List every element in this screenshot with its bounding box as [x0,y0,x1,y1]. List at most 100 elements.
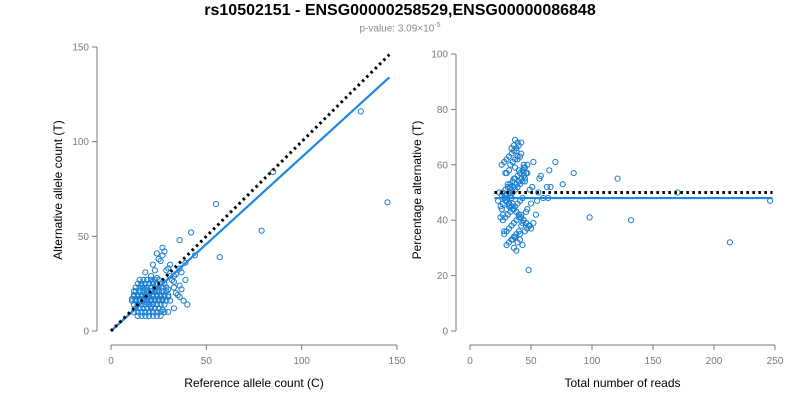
data-point [547,183,554,191]
data-point [546,167,553,174]
data-point [161,309,168,316]
data-point [527,200,535,207]
data-point [357,108,364,115]
data-point [165,291,172,299]
p-value-text: p-value: 3.09×10 [359,23,435,35]
y-tick-label: 100 [431,50,448,61]
data-point [142,312,149,319]
x-tick-label: 100 [293,356,310,367]
data-point [147,303,155,310]
data-point [153,250,160,257]
data-point [523,219,530,227]
data-point [530,219,537,227]
data-point [157,309,164,316]
data-point [153,291,160,299]
data-point [258,227,265,234]
data-point [532,211,540,218]
data-point [149,312,156,319]
data-point [513,247,520,254]
x-tick-label: 200 [706,356,723,367]
data-point [570,170,577,177]
data-point [134,309,141,316]
x-tick-label: 250 [767,356,784,367]
data-point [170,305,177,312]
data-point [552,158,559,166]
data-point [165,309,172,316]
data-point [180,297,187,304]
data-point [182,259,189,266]
data-point [161,248,168,255]
data-point [184,301,191,308]
data-point [502,170,509,177]
data-point [501,228,508,235]
data-point [527,225,535,232]
y-tick-label: 40 [437,216,449,227]
y-tick-label: 100 [72,137,89,148]
plot-panel-2: 0 50 100 150 200 250 0 20 40 60 80 100 Total number … [410,50,784,391]
data-point [151,276,158,283]
data-point [536,175,543,182]
data-point [161,301,168,308]
x-tick-label: 50 [201,356,213,367]
data-point [161,291,168,299]
data-point [144,276,151,283]
fit-line [110,76,391,332]
data-point [170,284,177,291]
data-point [514,139,521,146]
data-point [149,261,156,268]
data-point [516,236,524,243]
data-point [627,217,635,224]
plot-panel-1: 0 50 100 150 0 50 100 150 Reference allele count… [51,43,406,391]
data-point [518,222,525,229]
data-point [165,286,172,293]
data-point [167,297,174,304]
y-tick-label: 0 [83,327,89,338]
data-point [586,214,593,221]
y-tick-label: 20 [437,271,449,282]
x-axis-title: Total number of reads [564,376,680,390]
y-axis-title: Alternative allele count (T) [51,120,65,259]
data-point [138,312,145,319]
data-point [134,291,141,299]
data-point [147,273,155,280]
data-point [134,312,141,319]
data-point [524,170,531,177]
data-point [521,175,529,182]
data-point [518,150,525,157]
data-point [155,256,162,263]
data-point [163,267,170,274]
data-point [523,208,530,215]
data-point [165,265,172,272]
chart-title: rs10502151 - ENSG00000258529,ENSG0000008… [204,2,596,19]
data-point [176,293,183,300]
data-point [136,276,143,283]
data-point [153,312,160,319]
data-point [130,291,137,299]
data-point [159,307,166,314]
data-point [614,175,621,182]
data-point [142,291,149,299]
data-point [512,164,519,171]
data-point [524,206,531,213]
p-value-exponent: -5 [434,22,441,29]
data-point [520,161,527,168]
data-point [182,276,189,283]
data-point [176,265,183,272]
data-point [216,254,223,261]
data-point [530,158,537,166]
data-point [142,286,149,293]
data-point [138,282,145,289]
chart-subtitle: p-value: 3.09×10-5 [0,22,800,34]
data-point [178,286,185,293]
data-point [157,257,164,264]
data-point [147,276,155,283]
y-tick-label: 60 [437,160,449,171]
data-point [514,156,521,163]
data-point [140,276,147,283]
data-point [174,291,181,299]
data-point [525,267,532,274]
data-point [515,228,522,235]
x-tick-label: 0 [108,356,114,367]
data-point [151,267,158,274]
